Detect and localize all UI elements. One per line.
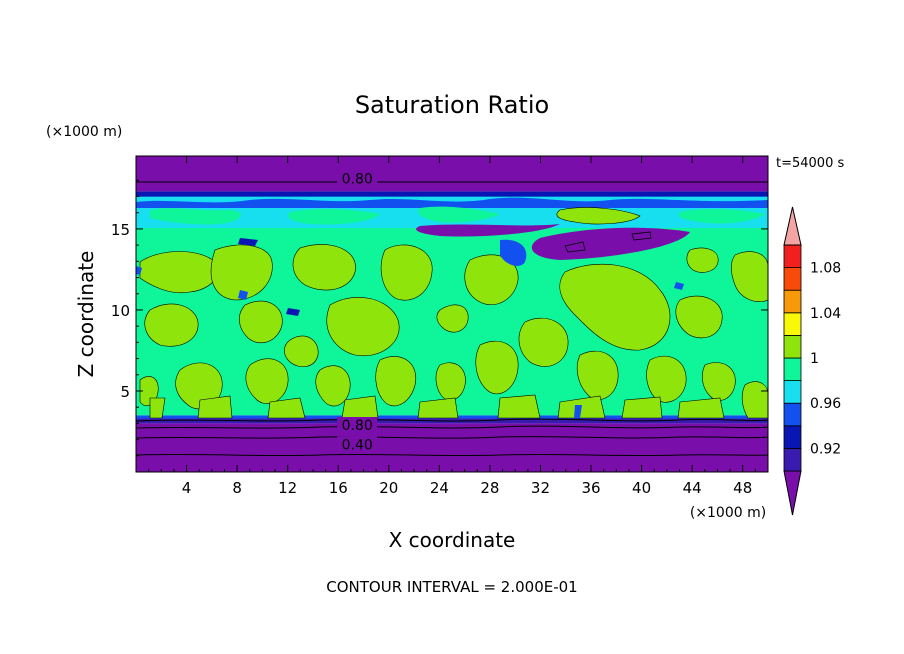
supersaturated-regions	[139, 244, 768, 419]
field-layer-edge	[136, 191, 768, 197]
x-tick-label: 44	[683, 479, 702, 497]
colorbar-segment	[783, 380, 802, 404]
field-layer-0	[136, 423, 768, 472]
contour-label-bg	[337, 436, 378, 452]
x-axis: 4 8 12 16 20 24 28 32 36 40 44 48	[148, 156, 756, 497]
x-tick-label: 16	[329, 479, 348, 497]
colorbar-tick-label: 1	[810, 351, 819, 367]
x-tick-label: 36	[581, 479, 600, 497]
colorbar-segment	[783, 447, 802, 472]
plot-area: 0.80 0.80 0.40	[136, 156, 768, 472]
colorbar-segment	[783, 334, 802, 359]
contour-lines	[136, 181, 768, 457]
contour-label-bg	[337, 170, 378, 186]
field-layer-5	[136, 156, 768, 192]
colorbar-tick-label: 1.08	[810, 261, 841, 277]
colorbar-segment	[783, 312, 802, 336]
colorbar-max-arrow	[783, 206, 802, 246]
chart-title: Saturation Ratio	[355, 91, 549, 119]
contour-label: 0.80	[342, 418, 373, 434]
colorbar-min-arrow	[783, 470, 802, 516]
x-axis-label: X coordinate	[389, 528, 516, 552]
y-tick-label: 10	[111, 302, 130, 320]
x-unit-label: (×1000 m)	[690, 505, 766, 521]
contour-label-bg	[337, 417, 378, 433]
y-tick-label: 5	[120, 383, 130, 401]
contour-label: 0.80	[342, 172, 373, 188]
x-tick-label: 12	[278, 479, 297, 497]
x-tick-label: 32	[531, 479, 550, 497]
x-tick-label: 8	[232, 479, 242, 497]
colorbar-segment	[783, 244, 802, 269]
colorbar-tick-label: 0.96	[810, 396, 841, 412]
colorbar-tick-label: 1.04	[810, 306, 841, 322]
time-label: t=54000 s	[776, 156, 844, 171]
colorbar-segment	[783, 289, 802, 314]
x-tick-label: 28	[480, 479, 499, 497]
colorbar: 0.92 0.96 1 1.04 1.08	[783, 206, 841, 516]
y-axis: 5 10 15	[111, 179, 768, 457]
x-tick-label: 40	[632, 479, 651, 497]
x-tick-label: 20	[379, 479, 398, 497]
colorbar-segment	[783, 425, 802, 449]
y-axis-label: Z coordinate	[74, 251, 98, 378]
colorbar-segment	[783, 267, 802, 291]
x-tick-label: 48	[733, 479, 752, 497]
y-tick-label: 15	[111, 221, 130, 239]
x-tick-label: 4	[182, 479, 192, 497]
colorbar-segment	[783, 357, 802, 382]
contour-labels: 0.80 0.80 0.40	[337, 170, 378, 453]
colorbar-segment	[783, 402, 802, 427]
upper-layer-structure	[136, 197, 768, 418]
y-unit-label: (×1000 m)	[46, 124, 122, 140]
colorbar-tick-label: 0.92	[810, 441, 841, 457]
contour-label: 0.40	[342, 437, 373, 453]
contour-interval-note: CONTOUR INTERVAL = 2.000E-01	[326, 578, 577, 596]
x-tick-label: 24	[430, 479, 449, 497]
